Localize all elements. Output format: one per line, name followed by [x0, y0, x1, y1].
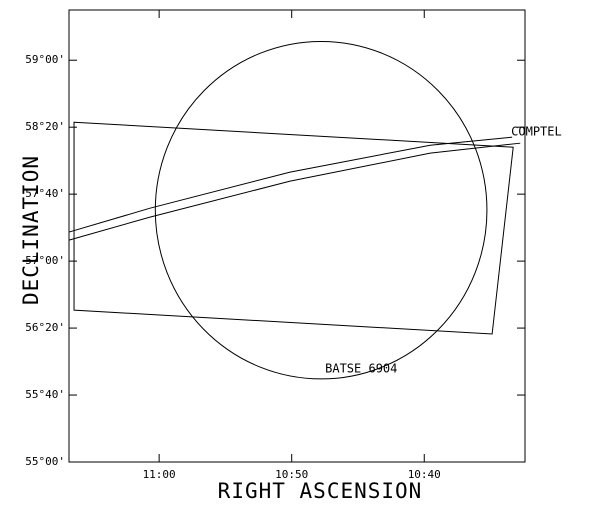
x-tick-label: 10:50	[275, 468, 308, 481]
y-tick-label: 59°00'	[25, 53, 65, 66]
comptel-arc	[68, 136, 513, 233]
y-tick-label: 56°20'	[25, 321, 65, 334]
batse-circle	[154, 40, 488, 380]
x-tick-label: 10:40	[408, 468, 441, 481]
y-tick-label: 57°40'	[25, 187, 65, 200]
y-tick-label: 57°00'	[25, 254, 65, 267]
x-axis-label: RIGHT ASCENSION	[218, 479, 423, 503]
batse-label: BATSE 6904	[325, 361, 397, 375]
error-box	[73, 121, 514, 335]
y-tick-label: 58°20'	[25, 120, 65, 133]
y-tick-label: 55°40'	[25, 388, 65, 401]
comptel-label: COMPTEL	[511, 125, 562, 139]
y-axis-label: DECLINATION	[19, 155, 43, 305]
comptel-arc	[68, 142, 521, 241]
y-tick-label: 55°00'	[25, 455, 65, 468]
x-tick-label: 11:00	[143, 468, 176, 481]
plot-frame	[68, 9, 526, 463]
